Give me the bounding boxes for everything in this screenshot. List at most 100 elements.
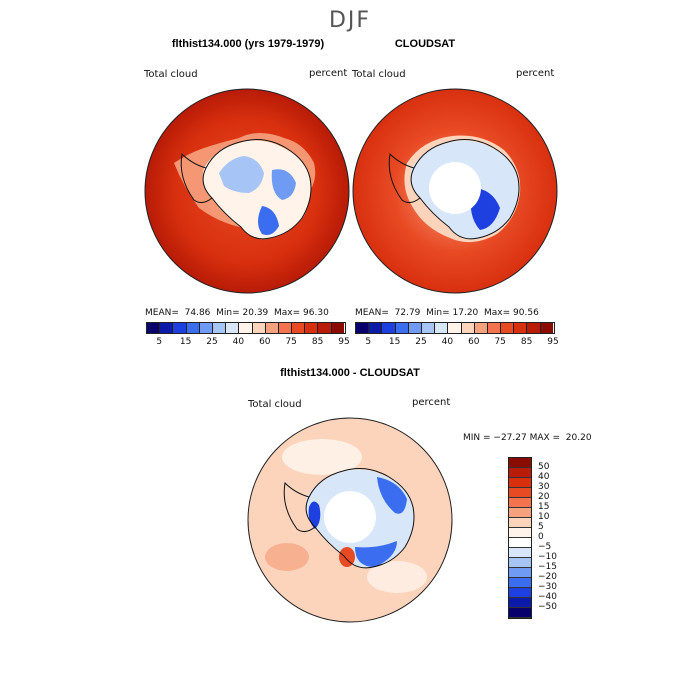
- panel-1-title: flthist134.000 (yrs 1979-1979): [171, 38, 325, 50]
- colorbar-swatch: [421, 323, 436, 333]
- colorbar-swatch: [173, 323, 187, 333]
- colorbar-swatch: [509, 588, 531, 598]
- colorbar-swatch: [509, 608, 531, 618]
- coastline: [410, 139, 520, 240]
- colorbar-cloudsat-ticks: 5 15 25 40 60 75 85 95: [355, 337, 558, 349]
- colorbar-swatch: [226, 323, 240, 333]
- low-cloud-region-3: [258, 206, 279, 235]
- colorbar-tick-label: 20: [538, 492, 550, 502]
- colorbar-swatch: [509, 468, 531, 478]
- no-data-hole: [429, 162, 481, 214]
- colorbar-tick-label: 5: [538, 522, 544, 532]
- colorbar-tick-label: 85: [311, 337, 324, 347]
- colorbar-tick-label: 10: [538, 512, 550, 522]
- colorbar-swatch: [461, 323, 475, 333]
- panel-2-units-label: percent: [516, 68, 555, 79]
- colorbar-tick-label: 95: [547, 337, 559, 347]
- colorbar-tick-label: −50: [538, 602, 557, 612]
- colorbar-swatch: [331, 323, 344, 333]
- colorbar-swatch: [509, 498, 531, 508]
- low-cloud-region-1: [219, 156, 264, 193]
- low-cloud-region-2: [271, 169, 296, 200]
- panel-2-title: CLOUDSAT: [394, 38, 456, 50]
- colorbar-swatch: [318, 323, 332, 333]
- colorbar-swatch: [382, 323, 396, 333]
- colorbar-swatch: [395, 323, 409, 333]
- colorbar-swatch: [448, 323, 462, 333]
- diff-variable-label: Total cloud: [248, 399, 302, 410]
- diff-units-label: percent: [412, 397, 451, 408]
- panel-1-stats: MEAN= 74.86 Min= 20.39 Max= 96.30: [145, 308, 329, 318]
- colorbar-swatch: [509, 478, 531, 488]
- colorbar-tick-label: −40: [538, 592, 557, 602]
- positive-anomaly: [339, 547, 355, 567]
- colorbar-tick-label: 75: [494, 337, 506, 347]
- colorbar-tick-label: 30: [538, 482, 550, 492]
- negative-anomaly-1: [308, 501, 321, 529]
- no-data-hole: [324, 491, 376, 543]
- coastline: [305, 468, 415, 569]
- map-model-total-cloud: [144, 88, 350, 294]
- colorbar-tick-label: 85: [520, 337, 533, 347]
- colorbar-tick-label: −20: [538, 572, 557, 582]
- colorbar-swatch: [186, 323, 200, 333]
- diff-min-max: MIN = −27.27 MAX = 20.20: [463, 433, 592, 443]
- colorbar-tick-label: 25: [415, 337, 427, 347]
- colorbar-model: [146, 322, 346, 334]
- colorbar-tick-label: 50: [538, 462, 550, 472]
- panel-1-units-label: percent: [309, 68, 348, 79]
- season-title: DJF: [328, 8, 372, 33]
- panel-2-stats: MEAN= 72.79 Min= 17.20 Max= 90.56: [355, 308, 539, 318]
- colorbar-tick-label: 15: [179, 337, 192, 347]
- colorbar-swatch: [509, 488, 531, 498]
- colorbar-tick-label: 0: [538, 532, 544, 542]
- colorbar-swatch: [252, 323, 266, 333]
- colorbar-tick-label: −10: [538, 552, 557, 562]
- colorbar-swatch: [509, 528, 531, 538]
- colorbar-swatch: [540, 323, 553, 333]
- colorbar-swatch: [212, 323, 227, 333]
- colorbar-swatch: [509, 548, 531, 558]
- colorbar-tick-label: 95: [338, 337, 350, 347]
- map-cloudsat-total-cloud: [352, 88, 558, 294]
- colorbar-swatch: [474, 323, 488, 333]
- colorbar-swatch: [147, 323, 161, 333]
- colorbar-swatch: [509, 568, 531, 578]
- colorbar-swatch: [509, 518, 531, 528]
- colorbar-tick-label: −30: [538, 582, 557, 592]
- colorbar-tick-label: 25: [206, 337, 218, 347]
- coastline: [202, 139, 312, 240]
- colorbar-swatch: [509, 558, 531, 568]
- colorbar-swatch: [356, 323, 370, 333]
- peninsula-coastline: [283, 481, 316, 533]
- colorbar-swatch: [305, 323, 319, 333]
- colorbar-swatch: [435, 323, 449, 333]
- panel-2-variable-label: Total cloud: [352, 69, 406, 80]
- colorbar-swatch: [514, 323, 528, 333]
- colorbar-swatch: [487, 323, 502, 333]
- peninsula-coastline: [388, 152, 421, 204]
- colorbar-tick-label: 5: [156, 337, 163, 347]
- colorbar-swatch: [292, 323, 306, 333]
- colorbar-swatch: [527, 323, 541, 333]
- diff-panel-title: flthist134.000 - CLOUDSAT: [280, 367, 420, 379]
- colorbar-tick-label: 15: [388, 337, 401, 347]
- panel-1-variable-label: Total cloud: [144, 69, 198, 80]
- peninsula-coastline: [180, 152, 213, 204]
- colorbar-swatch: [369, 323, 383, 333]
- colorbar-tick-label: 40: [441, 337, 454, 347]
- colorbar-tick-label: 75: [285, 337, 297, 347]
- colorbar-tick-label: 60: [468, 337, 480, 347]
- colorbar-tick-label: 40: [232, 337, 245, 347]
- colorbar-difference: [508, 457, 532, 619]
- colorbar-swatch: [509, 598, 531, 608]
- colorbar-swatch: [509, 458, 531, 468]
- colorbar-swatch: [265, 323, 279, 333]
- colorbar-tick-label: 15: [538, 502, 550, 512]
- colorbar-tick-label: −15: [538, 562, 557, 572]
- colorbar-difference-labels: 50 40 30 20 15 10 5 0 −5 −10 −15 −20 −30 −40 −50: [538, 462, 557, 612]
- map-difference-total-cloud: [247, 417, 453, 623]
- colorbar-swatch: [408, 323, 422, 333]
- negative-anomaly-3: [355, 541, 397, 567]
- negative-anomaly-2: [377, 477, 407, 514]
